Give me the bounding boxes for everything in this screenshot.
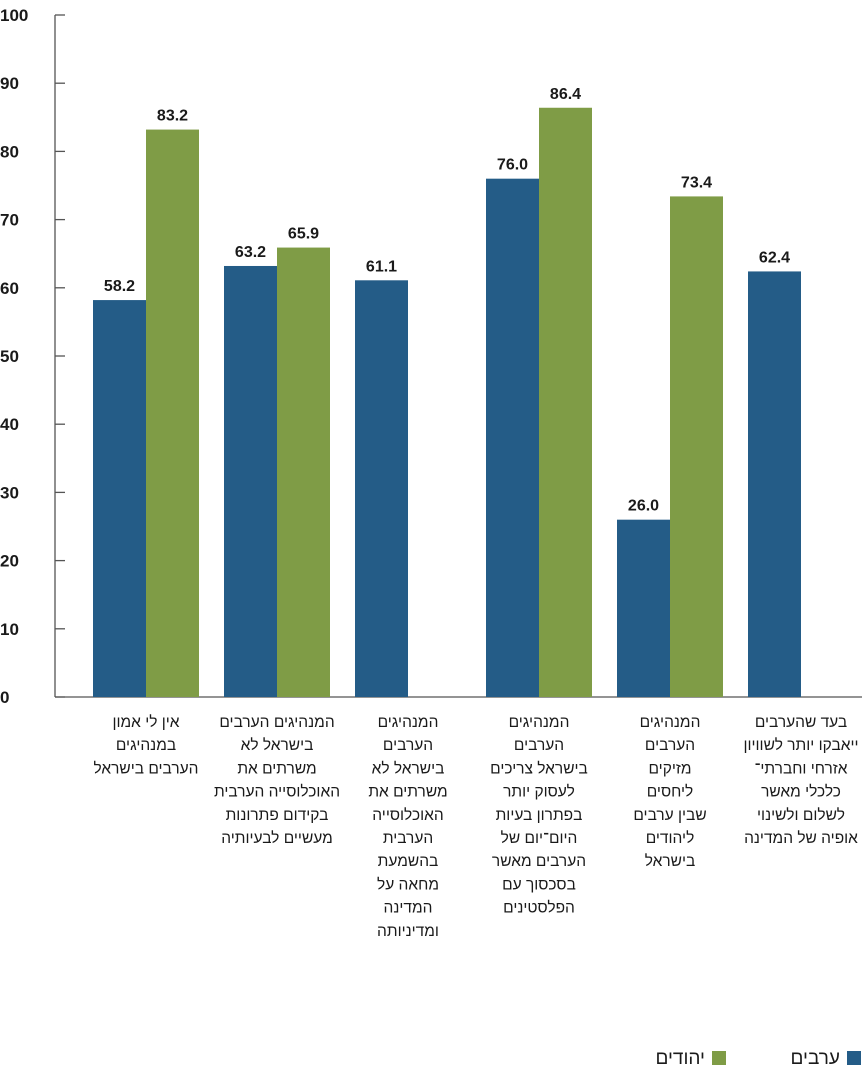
legend: ערבים יהודים: [655, 1048, 861, 1069]
category-label-line: הערבים: [383, 737, 433, 754]
y-tick-label: 70: [0, 211, 19, 230]
category-label-line: ליחסים: [647, 784, 694, 801]
data-label: 58.2: [104, 278, 135, 295]
category-label-line: היום־יום של: [501, 830, 578, 847]
data-label: 62.4: [759, 249, 790, 266]
category-label-line: שבין ערבים: [633, 807, 706, 824]
data-label: 86.4: [550, 86, 581, 103]
category-label-line: לשלום ולשינוי: [757, 807, 845, 824]
category-label-line: המנהיגים: [509, 714, 570, 731]
category-label-line: אזרחי וחברתי־: [754, 760, 847, 777]
category-label-line: הערבים: [645, 737, 695, 754]
y-tick-label: 10: [0, 620, 19, 639]
data-label: 83.2: [157, 108, 188, 125]
category-labels: אין לי אמון במנהיגים הערבים בישראלהמנהיגים…: [94, 714, 859, 940]
category-label-line: הפלסטינים: [503, 900, 575, 917]
category-label-line: בישראל: [645, 853, 696, 870]
bar-arabs: [224, 265, 277, 697]
category-label-line: מזיקים: [648, 760, 691, 777]
category-label-line: המנהיגים: [378, 714, 439, 731]
y-tick-label: 40: [0, 415, 19, 434]
category-label-line: בסכסוך עם: [502, 876, 576, 893]
data-label: 73.4: [681, 174, 712, 191]
data-label: 76.0: [497, 157, 528, 174]
bar-jews: [277, 247, 330, 697]
category-label-line: אין לי אמון: [112, 714, 179, 731]
bar-arabs: [93, 300, 146, 697]
y-tick-label: 100: [0, 6, 28, 25]
y-tick-label: 20: [0, 552, 19, 571]
category-label-line: האוכלוסייה הערבית: [214, 784, 340, 801]
category-label-line: מעשיים לבעיותיה: [221, 830, 333, 847]
category-label-line: ייאבקו יותר לשוויון: [743, 737, 858, 754]
y-tick-label: 0: [0, 688, 9, 707]
category-label-line: בישראל לא: [372, 760, 445, 777]
category-label-line: בישראל צריכים: [490, 760, 588, 777]
category-label-line: משרתים את: [368, 784, 447, 801]
bar-jews: [670, 196, 723, 698]
category-label-line: מחאה על: [377, 876, 439, 893]
y-tick-label: 90: [0, 74, 19, 93]
category-label-line: בהשמעת: [378, 853, 439, 870]
category-label-line: ליהודים: [646, 830, 695, 847]
category-label-line: האוכלוסייה: [372, 807, 443, 824]
legend-label: יהודים: [655, 1048, 705, 1069]
category-label-line: המדינה: [384, 900, 433, 917]
bar-jews: [539, 107, 592, 697]
bar-arabs: [355, 280, 408, 697]
y-axis: 0 10 20 30 40 50 60 70 80 90 100: [0, 6, 862, 707]
category-label-line: המנהיגים: [640, 714, 701, 731]
category-label-line: בעד שהערבים: [755, 714, 847, 731]
category-label-line: בקידום פתרונות: [226, 807, 329, 824]
data-label: 63.2: [235, 244, 266, 261]
category-label-line: המנהיגים הערבים: [219, 714, 334, 731]
category-label-line: הערבים: [514, 737, 564, 754]
data-label: 65.9: [288, 226, 319, 243]
legend-swatch: [712, 1051, 726, 1065]
category-label-line: בפתרון בעיות: [496, 807, 583, 824]
y-tick-label: 30: [0, 483, 19, 502]
legend-item-arabs: ערבים: [791, 1048, 861, 1069]
category-label: אין לי אמון במנהיגים הערבים בישראל: [94, 714, 199, 777]
data-label: 61.1: [366, 258, 397, 275]
category-label: המנהיגים הערבים בישראל צריכים לעסוק יותר בפת…: [490, 714, 588, 917]
bar-jews: [146, 129, 199, 698]
category-label-line: בישראל לא: [241, 737, 314, 754]
category-label-line: הערבית: [383, 830, 433, 847]
y-tick-label: 60: [0, 279, 19, 298]
category-label: המנהיגים הערבים מזיקים ליחסים שבין ערבים ליהו…: [633, 714, 706, 870]
data-label: 26.0: [628, 498, 659, 515]
bar-arabs: [748, 271, 801, 697]
category-label-line: ומדיניותה: [377, 923, 439, 940]
category-label-line: במנהיגים: [116, 737, 176, 754]
category-label-line: אופיה של המדינה: [744, 830, 858, 847]
value-labels: 58.2 63.2 61.1 76.0 26.0 62.4 83.2 65.9 86.4 73.4: [104, 86, 790, 515]
y-tick-label: 80: [0, 142, 19, 161]
bars: [93, 107, 801, 698]
legend-swatch: [847, 1051, 861, 1065]
category-label: המנהיגים הערבים בישראל לא משרתים את האוכלוסי…: [368, 714, 447, 940]
category-label: המנהיגים הערבים בישראל לא משרתים את האוכלוס…: [214, 714, 340, 847]
legend-label: ערבים: [791, 1048, 840, 1069]
legend-item-jews: יהודים: [655, 1048, 726, 1069]
y-tick-label: 50: [0, 347, 19, 366]
category-label-line: הערבים מאשר: [492, 853, 586, 870]
category-label-line: הערבים בישראל: [94, 760, 199, 777]
category-label: בעד שהערבים ייאבקו יותר לשוויון אזרחי וחבר…: [743, 714, 858, 847]
bar-arabs: [617, 519, 670, 697]
category-label-line: לעסוק יותר: [503, 784, 575, 801]
category-label-line: כלכלי מאשר: [761, 784, 841, 801]
category-label-line: משרתים את: [237, 760, 316, 777]
bar-arabs: [486, 178, 539, 697]
